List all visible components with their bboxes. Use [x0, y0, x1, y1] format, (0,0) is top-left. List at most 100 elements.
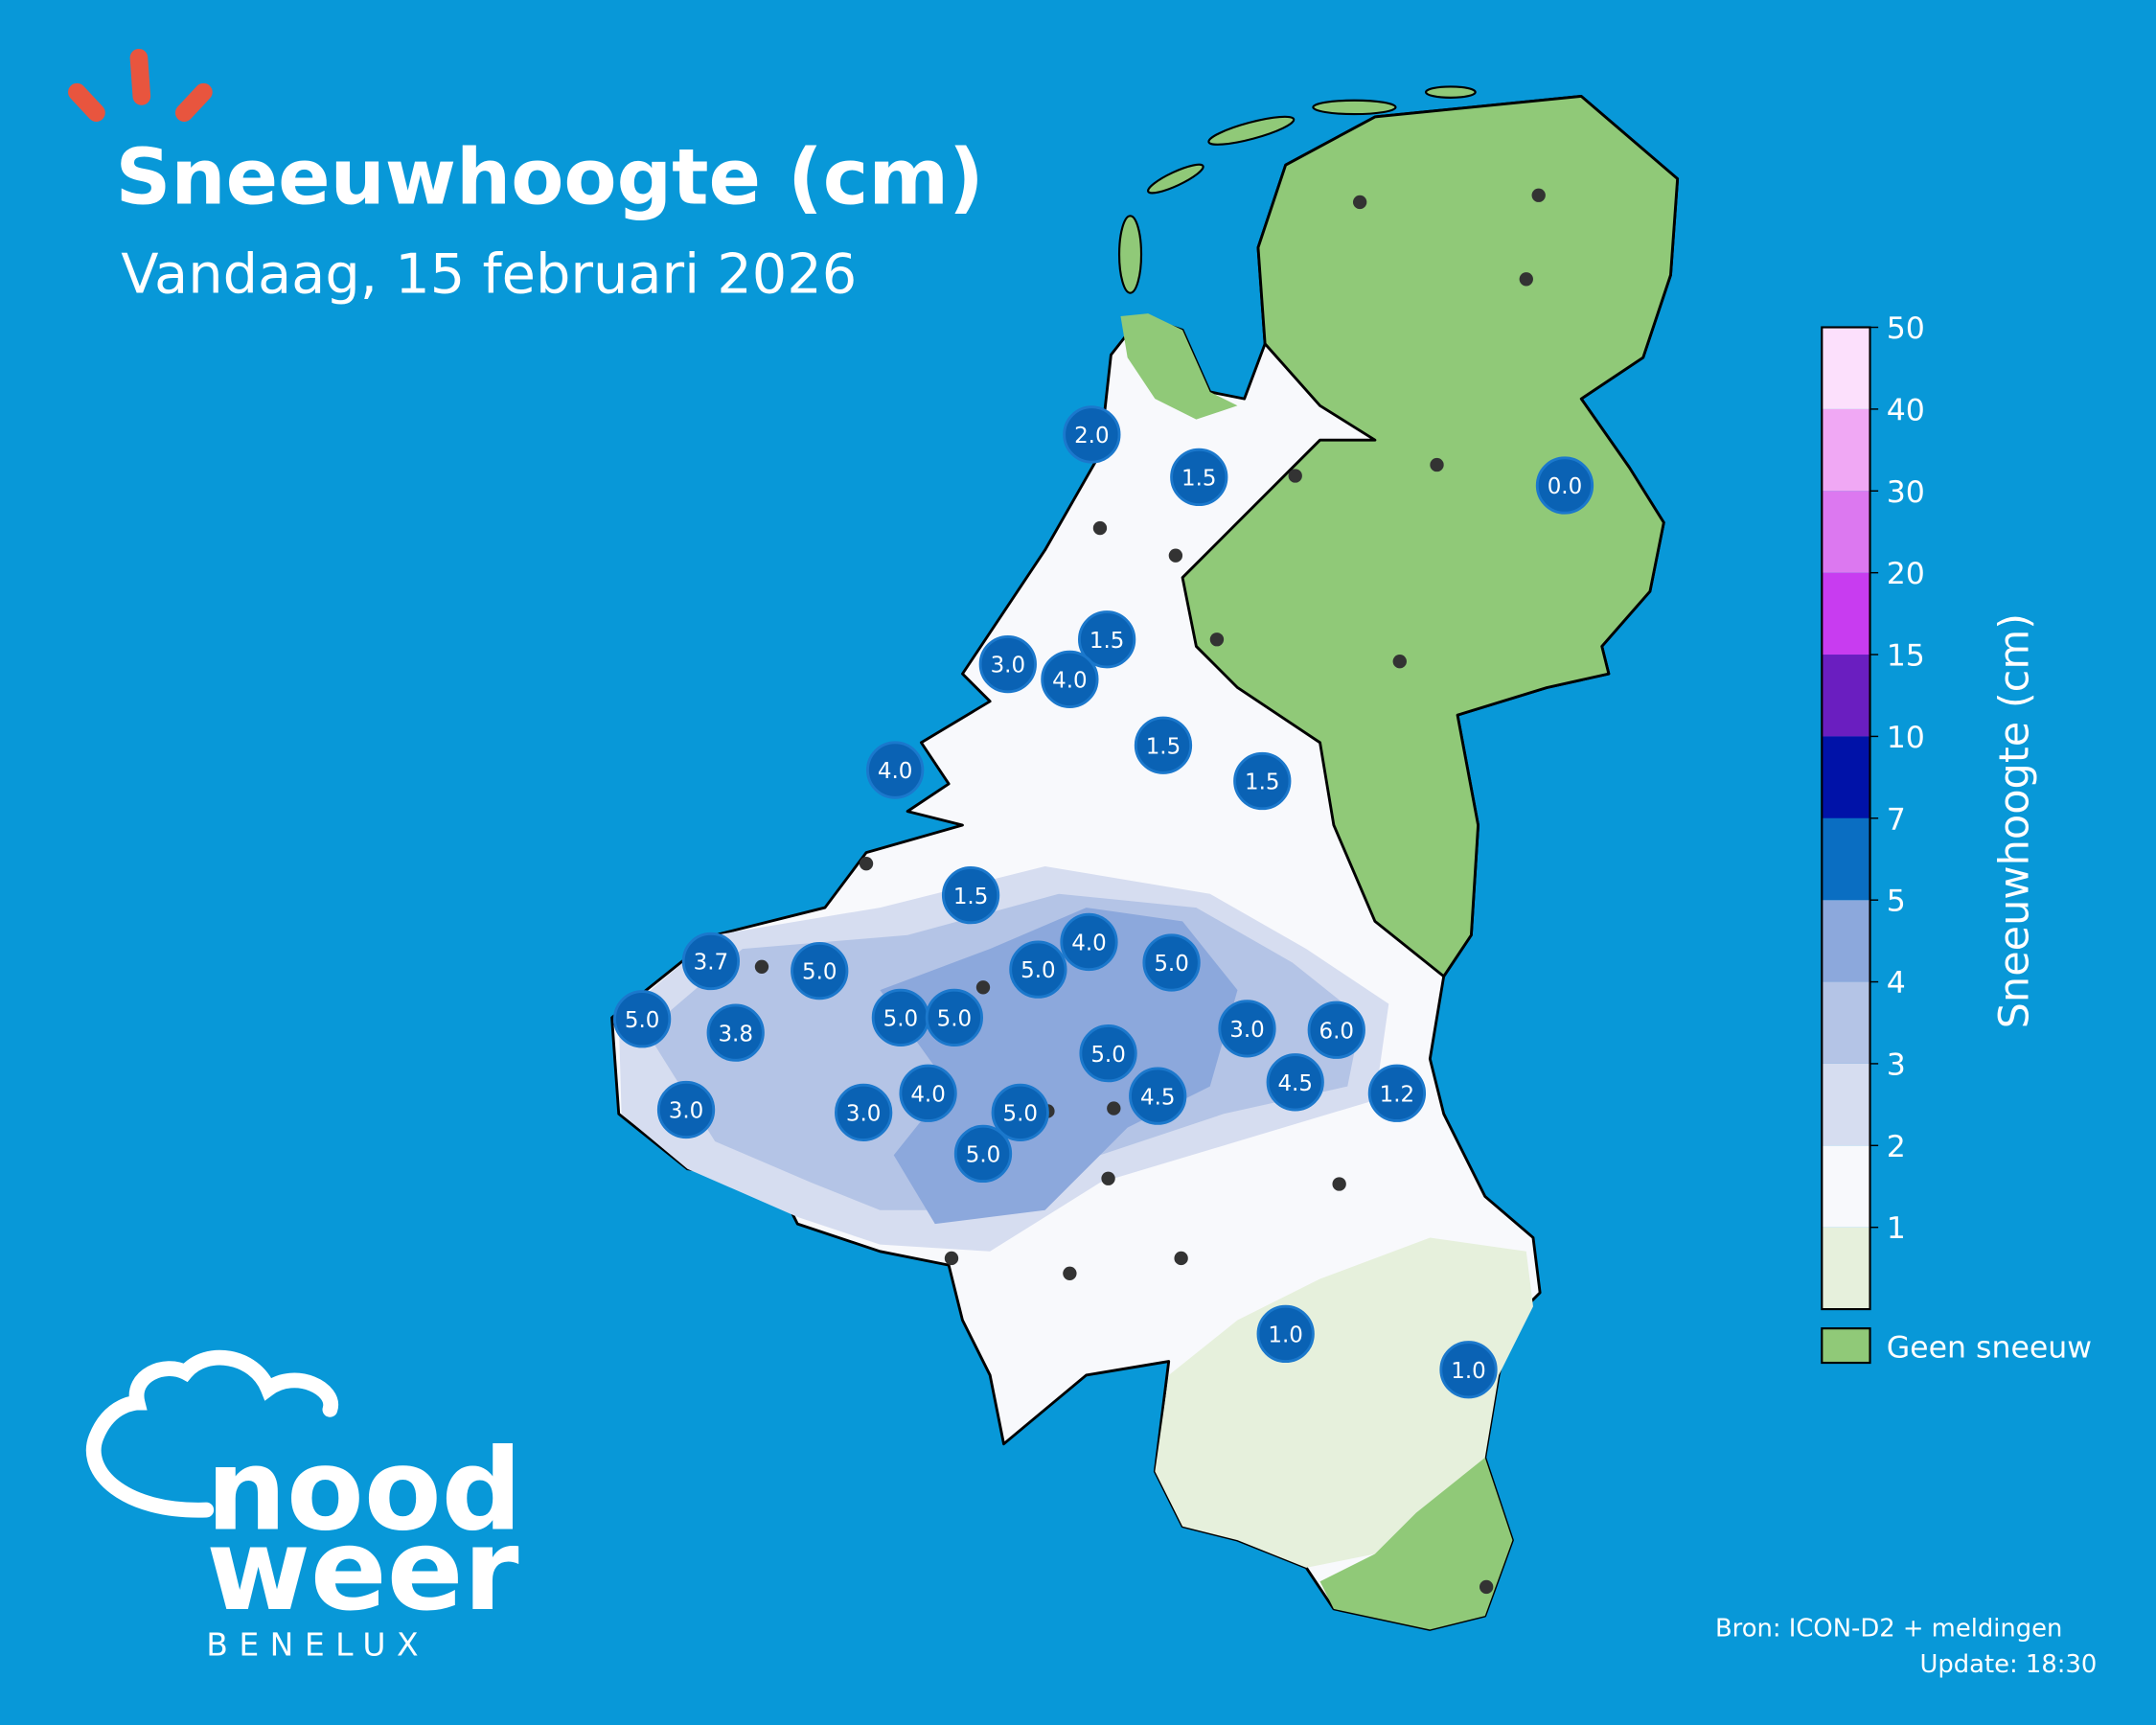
colorbar-tick-label: 10	[1887, 721, 1925, 755]
colorbar-segment	[1822, 817, 1870, 901]
marker-value: 1.5	[953, 885, 988, 909]
marker-circle	[1218, 1000, 1276, 1058]
no-snow-north	[1181, 95, 1680, 978]
marker-circle	[1078, 610, 1136, 669]
marker-value: 0.0	[1548, 474, 1582, 499]
marker-circle	[1063, 405, 1121, 464]
marker-value: 3.0	[991, 654, 1025, 678]
title: Sneeuwhoogte (cm)	[116, 131, 984, 221]
subtitle: Vandaag, 15 februari 2026	[121, 242, 857, 307]
no-snow-south	[1319, 1458, 1513, 1630]
marker-circle	[1266, 1053, 1324, 1112]
markers: 2.01.5 0.01.53.04.01.51.54.01.53.7 5.04.05…	[612, 405, 1594, 1399]
update: Update: 18:30	[1920, 1650, 2098, 1679]
marker-circle	[791, 941, 849, 1000]
logo: nood weer BENELUX	[85, 1349, 522, 1664]
marker-value: 6.0	[1319, 1019, 1354, 1044]
logo-line1: nood	[206, 1425, 522, 1556]
marker-circle	[1367, 1064, 1427, 1122]
marker-value: 1.0	[1451, 1359, 1485, 1384]
marker-circle	[1129, 1067, 1187, 1125]
marker-circle	[1079, 1024, 1137, 1083]
colorbar-segment	[1822, 736, 1870, 818]
marker-circle	[866, 741, 925, 799]
colorbar-tick-label: 40	[1887, 393, 1925, 427]
marker-value: 5.0	[1002, 1101, 1037, 1126]
colorbar-segment	[1822, 572, 1870, 656]
marker-value: 4.0	[878, 759, 912, 784]
marker-value: 5.0	[1021, 958, 1055, 983]
colorbar-tick-label: 5	[1887, 885, 1906, 919]
colorbar-segment	[1822, 1227, 1870, 1310]
marker-circle	[1041, 650, 1099, 708]
marker-circle	[1439, 1341, 1498, 1399]
colorbar-segment	[1822, 900, 1870, 982]
light-green-area	[1155, 1237, 1533, 1568]
colorbar-segment	[1822, 408, 1870, 492]
colorbar-segment	[1822, 491, 1870, 573]
marker-value: 5.0	[883, 1006, 918, 1031]
marker-value: 1.5	[1181, 467, 1216, 492]
marker-circle	[1009, 940, 1067, 999]
marker-circle	[1307, 1000, 1365, 1059]
colorbar-segment	[1822, 981, 1870, 1064]
marker-value: 2.0	[1074, 424, 1109, 448]
marker-value: 1.2	[1380, 1082, 1414, 1107]
marker-circle	[925, 988, 983, 1046]
marker-circle	[1256, 1304, 1315, 1364]
marker-value: 3.0	[1229, 1018, 1264, 1043]
marker-circle	[1170, 448, 1228, 507]
marker-circle	[612, 990, 672, 1048]
marker-value: 5.0	[625, 1008, 659, 1033]
marker-value: 4.5	[1277, 1071, 1312, 1096]
marker-circle	[706, 1003, 765, 1062]
marker-value: 5.0	[1090, 1043, 1125, 1068]
logo-line2: weer	[206, 1505, 518, 1636]
colorbar-segment	[1822, 327, 1870, 409]
marker-value: 1.5	[1146, 734, 1181, 759]
marker-value: 5.0	[966, 1143, 1000, 1168]
marker-circle	[656, 1080, 716, 1139]
marker-circle	[1535, 456, 1594, 515]
marker-value: 3.8	[718, 1022, 752, 1046]
marker-value: 4.0	[1071, 932, 1106, 956]
marker-circle	[1134, 716, 1193, 774]
colorbar-tick-label: 4	[1887, 966, 1906, 1000]
marker-value: 3.0	[669, 1099, 703, 1124]
colorbar-tick-label: 20	[1887, 557, 1925, 591]
source: Bron: ICON-D2 + meldingen	[1715, 1615, 2062, 1644]
marker-value: 5.0	[937, 1006, 972, 1031]
colorbar-tick-label: 1	[1887, 1211, 1906, 1246]
colorbar-tick-label: 50	[1887, 311, 1925, 346]
logo-line3: BENELUX	[206, 1626, 429, 1664]
colorbar-tick-label: 30	[1887, 475, 1925, 510]
no-snow-swatch	[1821, 1327, 1871, 1365]
marker-circle	[991, 1083, 1049, 1142]
marker-circle	[941, 866, 1000, 925]
colorbar-tick-label: 15	[1887, 639, 1925, 674]
marker-circle	[899, 1064, 957, 1122]
marker-value: 3.7	[694, 951, 728, 976]
no-snow-label: Geen sneeuw	[1887, 1330, 2092, 1365]
marker-circle	[681, 932, 741, 991]
colorbar-segment	[1822, 1063, 1870, 1146]
marker-circle	[978, 634, 1037, 694]
marker-value: 4.0	[1052, 668, 1087, 693]
marker-value: 4.0	[910, 1082, 945, 1107]
colorbar-tick-label: 2	[1887, 1130, 1906, 1164]
marker-circle	[1142, 933, 1201, 992]
marker-circle	[835, 1083, 893, 1142]
colorbar-tick-label: 3	[1887, 1047, 1906, 1082]
sparks	[68, 48, 213, 122]
marker-value: 3.0	[846, 1101, 881, 1126]
colorbar-segment	[1822, 655, 1870, 737]
no-snow-north-holland	[1120, 313, 1238, 420]
marker-circle	[953, 1124, 1013, 1184]
colorbar-segment	[1822, 1145, 1870, 1228]
legend: 1 2 3 4 5 7 10 15 20 30 40 50	[1821, 311, 1925, 1365]
legend-title: Sneeuwhoogte (cm)	[1991, 613, 2039, 1028]
marker-circle	[1060, 912, 1118, 972]
marker-circle	[1233, 751, 1292, 811]
marker-value: 5.0	[802, 960, 837, 985]
